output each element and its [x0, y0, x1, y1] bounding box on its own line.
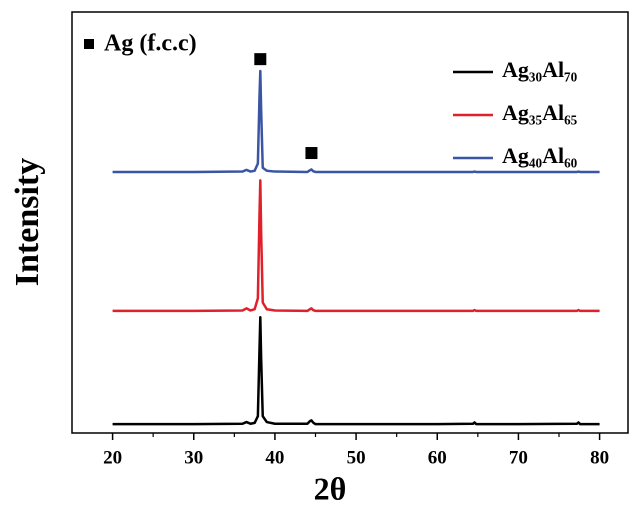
- legend-label: Ag₄₀Al₆₀: [502, 143, 578, 168]
- data-line: [112, 179, 600, 313]
- x-tick-label: 70: [509, 447, 528, 468]
- phase-legend-label: Ag (f.c.c): [104, 31, 197, 57]
- data-line: [112, 69, 600, 174]
- plot-frame: [71, 11, 629, 434]
- x-tick-label: 20: [103, 447, 122, 468]
- x-tick-label: 80: [590, 447, 609, 468]
- x-tick-label: 50: [347, 447, 366, 468]
- x-tick-label: 40: [265, 447, 284, 468]
- legend-label: Ag₃₀Al₇₀: [502, 57, 578, 82]
- data-line: [112, 315, 600, 426]
- x-tick-label: 60: [428, 447, 447, 468]
- phase-marker: [305, 147, 318, 160]
- x-axis-label: 2θ: [314, 470, 347, 506]
- phase-legend-symbol: [84, 39, 94, 49]
- x-tick-label: 30: [184, 447, 203, 468]
- phase-marker: [254, 53, 267, 66]
- y-axis-label: Intensity: [9, 158, 46, 286]
- legend-label: Ag₃₅Al₆₅: [502, 100, 578, 125]
